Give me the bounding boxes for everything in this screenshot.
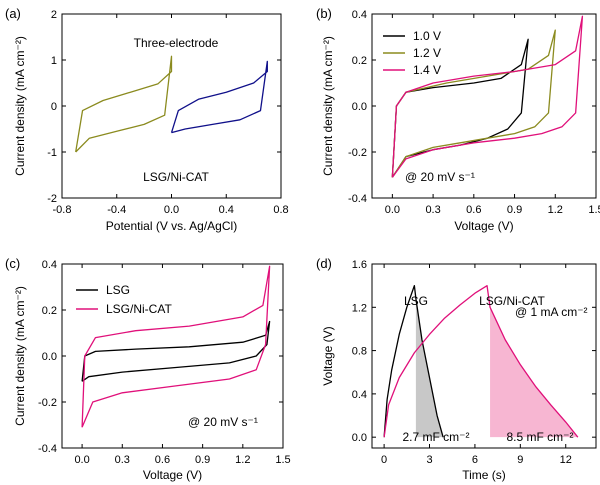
panel-2: 0.0 0.3 0.6 0.9 1.2 1.5 -0.4 -0.2 0.0 0.2 0.4 Volta… bbox=[316, 6, 600, 233]
y-tick-label: -0.4 bbox=[38, 443, 57, 455]
y-tick-label: 0.0 bbox=[352, 432, 367, 444]
y-tick-label: 1.6 bbox=[352, 259, 367, 271]
y-tick-label: 1 bbox=[51, 55, 57, 67]
x-tick-label: 0.3 bbox=[115, 454, 130, 466]
x-axis-label: Voltage (V) bbox=[143, 468, 202, 482]
annotation: @ 20 mV s⁻¹ bbox=[405, 170, 475, 184]
annotation: 8.5 mF cm⁻² bbox=[506, 430, 573, 444]
annotation: @ 1 mA cm⁻² bbox=[515, 305, 588, 319]
x-axis-label: Potential (V vs. Ag/AgCl) bbox=[106, 219, 237, 233]
x-tick-label: 12 bbox=[560, 454, 572, 466]
series-line-2 bbox=[81, 265, 271, 428]
panel-label: (b) bbox=[316, 6, 332, 21]
y-tick-label: 0.4 bbox=[42, 259, 57, 271]
legend-label: 1.4 V bbox=[413, 63, 441, 77]
series-line-2 bbox=[391, 29, 556, 178]
y-tick-label: 0.2 bbox=[352, 55, 367, 67]
x-tick-label: 0.0 bbox=[385, 204, 400, 216]
x-tick-label: 1.5 bbox=[588, 204, 600, 216]
x-tick-label: 0.0 bbox=[164, 204, 179, 216]
y-axis-label: Current density (mA cm⁻²) bbox=[321, 36, 335, 176]
annotation: 2.7 mF cm⁻² bbox=[402, 430, 469, 444]
y-tick-label: 0 bbox=[51, 101, 57, 113]
panel-4: 0 3 6 9 12 0.0 0.4 0.8 1.2 1.6 Time (s) Voltage (V)… bbox=[316, 256, 597, 482]
panel-3: 0.0 0.3 0.6 0.9 1.2 1.5 -0.4 -0.2 0.0 0.2 0.4 Volta… bbox=[5, 256, 291, 482]
x-axis-label: Time (s) bbox=[462, 468, 506, 482]
x-tick-label: 0.9 bbox=[195, 454, 210, 466]
x-tick-label: 1.2 bbox=[235, 454, 250, 466]
x-tick-label: 9 bbox=[517, 454, 523, 466]
shaded-region-2 bbox=[490, 307, 578, 438]
x-tick-label: 0.0 bbox=[74, 454, 89, 466]
x-tick-label: -0.4 bbox=[107, 204, 126, 216]
y-tick-label: -0.2 bbox=[348, 147, 367, 159]
annotation: LSG bbox=[404, 294, 428, 308]
x-tick-label: 6 bbox=[472, 454, 478, 466]
legend-label: LSG bbox=[106, 283, 130, 297]
panel-label: (a) bbox=[5, 6, 21, 21]
x-tick-label: 0.3 bbox=[425, 204, 440, 216]
series-line-3 bbox=[391, 15, 584, 178]
y-tick-label: 0.8 bbox=[352, 346, 367, 358]
x-tick-label: 1.5 bbox=[275, 454, 290, 466]
y-tick-label: 0.2 bbox=[42, 305, 57, 317]
legend-label: 1.2 V bbox=[413, 46, 441, 60]
x-axis-label: Voltage (V) bbox=[454, 219, 513, 233]
y-tick-label: -0.2 bbox=[38, 397, 57, 409]
y-tick-label: 0.0 bbox=[42, 351, 57, 363]
annotation: LSG/Ni-CAT bbox=[143, 170, 209, 184]
panel-label: (d) bbox=[316, 256, 332, 271]
x-tick-label: 3 bbox=[426, 454, 432, 466]
y-axis-label: Current density (mA cm⁻²) bbox=[13, 286, 27, 426]
y-tick-label: 2 bbox=[51, 9, 57, 21]
panel-label: (c) bbox=[5, 256, 20, 271]
x-tick-label: 0.4 bbox=[219, 204, 234, 216]
series-line-2 bbox=[170, 60, 268, 134]
y-tick-label: 0.0 bbox=[352, 101, 367, 113]
panel-1: -0.8 -0.4 0.0 0.4 0.8 -2 -1 0 1 2 Potential (V vs.… bbox=[5, 6, 289, 233]
x-tick-label: 0 bbox=[381, 454, 387, 466]
annotation: @ 20 mV s⁻¹ bbox=[188, 415, 258, 429]
annotation: Three-electrode bbox=[134, 36, 219, 50]
y-tick-label: -1 bbox=[47, 147, 57, 159]
y-axis-label: Voltage (V) bbox=[321, 326, 335, 385]
x-tick-label: 1.2 bbox=[548, 204, 563, 216]
series-line-1 bbox=[81, 320, 271, 382]
x-tick-label: 0.6 bbox=[466, 204, 481, 216]
y-tick-label: 1.2 bbox=[352, 302, 367, 314]
y-tick-label: 0.4 bbox=[352, 9, 367, 21]
legend-label: 1.0 V bbox=[413, 29, 441, 43]
y-tick-label: -2 bbox=[47, 193, 57, 205]
y-tick-label: 0.4 bbox=[352, 389, 367, 401]
plot-frame bbox=[371, 263, 597, 449]
x-tick-label: 0.6 bbox=[155, 454, 170, 466]
series-line-1 bbox=[75, 55, 173, 153]
series-line-1 bbox=[383, 284, 444, 438]
y-axis-label: Current density (mA cm⁻²) bbox=[13, 36, 27, 176]
legend-label: LSG/Ni-CAT bbox=[106, 302, 172, 316]
series-line-2 bbox=[383, 284, 579, 438]
x-tick-label: 0.8 bbox=[273, 204, 288, 216]
shaded-region-1 bbox=[415, 298, 444, 438]
annotation: LSG/Ni-CAT bbox=[479, 294, 545, 308]
x-tick-label: 0.9 bbox=[507, 204, 522, 216]
y-tick-label: -0.4 bbox=[348, 193, 367, 205]
x-tick-label: -0.8 bbox=[53, 204, 72, 216]
